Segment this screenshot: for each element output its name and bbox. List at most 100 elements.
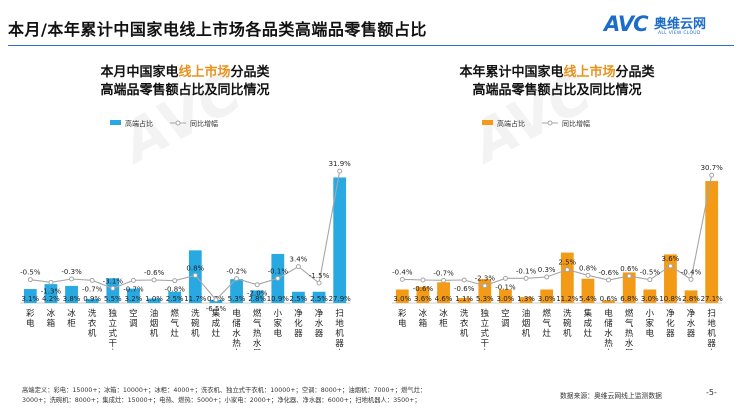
category-char: 气	[253, 318, 262, 329]
category-char: 净	[294, 308, 303, 319]
category-char: 衣	[481, 348, 490, 350]
category-char: 调	[501, 319, 510, 329]
bar-yearly-9	[581, 278, 595, 303]
category-char: 衣	[460, 318, 469, 329]
yoy-value-label-2: -0.3%	[61, 268, 82, 276]
yoy-point-7	[544, 274, 550, 280]
category-char: 洗	[191, 308, 200, 319]
category-char: 油	[522, 308, 531, 319]
category-char: 机	[335, 328, 344, 339]
bar-value-label-14: 2.8%	[682, 295, 700, 303]
yoy-point-5	[502, 275, 508, 281]
bar-value-label-8: 11.2%	[556, 295, 579, 303]
category-label-7: 燃气灶	[542, 308, 551, 339]
bar-value-label-3: 1.1%	[455, 295, 473, 303]
yoy-value-label-14: -1.5%	[309, 272, 330, 280]
category-char: 碗	[191, 318, 200, 329]
category-char: 器	[666, 329, 675, 339]
bar-yearly-7	[540, 289, 554, 303]
category-char: 空	[501, 308, 510, 319]
category-char: 空	[129, 308, 138, 319]
yoy-point-1	[420, 277, 426, 283]
category-char: 器	[315, 329, 324, 339]
bar-value-label-15: 27.1%	[701, 295, 724, 303]
bar-value-label-6: 1.3%	[517, 295, 535, 303]
category-char: 燃	[170, 308, 179, 319]
category-label-9: 集成灶	[212, 308, 221, 339]
category-char: 电	[26, 318, 35, 329]
bar-monthly-0	[23, 289, 37, 303]
yoy-point-14	[316, 280, 322, 286]
bar-value-label-9: 5.4%	[579, 295, 597, 303]
yoy-point-15	[337, 168, 343, 174]
legend-marker-yoy	[175, 120, 181, 126]
category-char: 干	[481, 339, 490, 349]
yoy-point-3	[89, 277, 95, 283]
category-label-10: 电储水热水器	[232, 308, 241, 350]
bar-yearly-14	[684, 290, 698, 303]
category-char: 洗	[563, 308, 572, 319]
category-char: 烟	[522, 319, 531, 329]
category-char: 式	[481, 328, 490, 339]
category-char: 热	[604, 338, 613, 349]
bar-yearly-0	[395, 289, 409, 303]
chart-title-post: 分品类	[616, 64, 656, 80]
category-label-12: 小家电	[646, 308, 655, 339]
yoy-point-6	[523, 275, 529, 281]
category-char: 燃	[253, 308, 262, 319]
footnote: 高端定义：彩电：15000+；冰箱：10000+；冰柜：4000+；洗衣机、独立…	[22, 386, 482, 406]
category-char: 热	[232, 338, 241, 349]
category-label-14: 净水器	[687, 308, 696, 339]
bar-value-label-0: 3.1%	[21, 295, 39, 303]
category-char: 水	[687, 318, 696, 329]
yoy-point-12	[647, 277, 653, 283]
bar-value-label-15: 27.9%	[329, 295, 352, 303]
logo-mark: AVC	[604, 12, 648, 36]
header-rule	[8, 45, 734, 46]
bar-value-label-7: 2.5%	[166, 295, 184, 303]
category-label-8: 洗碗机	[191, 308, 200, 339]
yoy-point-9	[585, 272, 591, 278]
category-char: 电	[398, 318, 407, 329]
category-char: 机	[460, 328, 469, 339]
category-label-13: 净化器	[666, 308, 675, 339]
category-label-0: 彩电	[26, 308, 35, 329]
bar-yearly-8	[560, 252, 574, 303]
category-char: 式	[109, 328, 118, 339]
category-char: 电	[646, 328, 655, 339]
yoy-point-10	[234, 276, 240, 282]
category-label-8: 洗碗机	[563, 308, 572, 339]
chart-title-highlight: 线上市场	[563, 64, 615, 80]
category-char: 净	[666, 308, 675, 319]
data-source: 数据来源：奥维云网线上监测数据	[560, 392, 662, 400]
category-char: 小	[646, 308, 655, 319]
bar-value-label-12: 10.9%	[267, 295, 290, 303]
yoy-value-label-11: 0.6%	[620, 265, 638, 273]
legend-label-yoy: 同比增幅	[190, 119, 218, 128]
bar-value-label-10: 5.3%	[228, 295, 246, 303]
yoy-value-label-9: -6.5%	[206, 305, 227, 313]
yoy-point-9	[213, 297, 219, 303]
category-char: 人	[335, 349, 344, 350]
category-char: 灶	[542, 328, 551, 339]
category-char: 成	[212, 318, 221, 329]
yoy-value-label-3: -0.6%	[454, 285, 475, 293]
yoy-point-14	[688, 276, 694, 282]
yoy-point-8	[192, 272, 198, 278]
yoy-point-7	[172, 278, 178, 284]
category-label-12: 小家电	[274, 308, 283, 339]
category-char: 柜	[67, 318, 76, 329]
bar-monthly-13	[292, 291, 305, 303]
category-char: 水	[604, 328, 613, 339]
category-char: 冰	[439, 308, 448, 319]
category-char: 成	[584, 318, 593, 329]
yoy-value-label-4: -3.1%	[103, 277, 124, 285]
chart-title-pre: 本年累计中国家电	[459, 64, 563, 80]
yoy-value-label-6: -0.1%	[516, 267, 537, 275]
category-char: 箱	[419, 318, 428, 329]
category-char: 机	[563, 328, 572, 339]
bar-yearly-5	[499, 289, 512, 303]
category-label-3: 洗衣机	[88, 308, 97, 339]
yoy-point-3	[461, 277, 467, 283]
category-char: 独	[481, 308, 490, 319]
